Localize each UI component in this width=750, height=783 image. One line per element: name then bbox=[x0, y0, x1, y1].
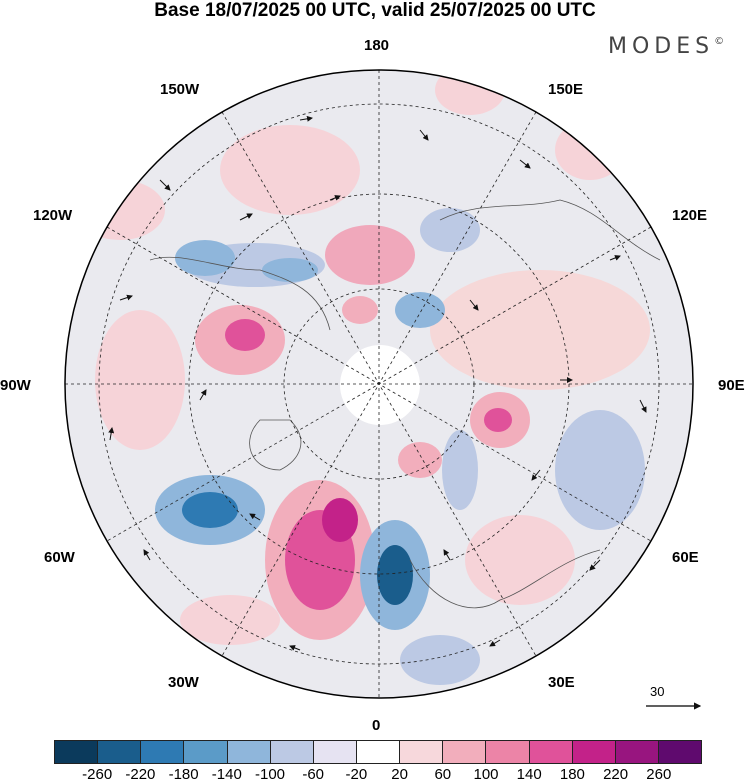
lon-label-0: 0 bbox=[372, 717, 381, 734]
lon-label-30w: 30W bbox=[168, 674, 199, 691]
colorbar-swatch bbox=[529, 740, 573, 764]
colorbar-swatch bbox=[227, 740, 271, 764]
lon-label-30e: 30E bbox=[548, 674, 575, 691]
lon-label-120w: 120W bbox=[33, 207, 73, 224]
colorbar-tick-label: -220 bbox=[125, 766, 156, 783]
colorbar-swatch bbox=[400, 740, 444, 764]
lon-label-60w: 60W bbox=[44, 549, 75, 566]
colorbar-swatch bbox=[356, 740, 401, 764]
brand-text: MODES bbox=[608, 34, 715, 59]
lon-label-120e: 120E bbox=[672, 207, 708, 224]
colorbar-swatch bbox=[98, 740, 142, 764]
lon-label-90e: 90E bbox=[718, 377, 745, 394]
colorbar-swatch bbox=[486, 740, 530, 764]
colorbar-tick-label: -60 bbox=[302, 766, 325, 783]
colorbar-tick-label: -100 bbox=[254, 766, 286, 783]
wind-vectors bbox=[108, 115, 647, 651]
colorbar-swatch bbox=[658, 740, 703, 764]
colorbar-swatch bbox=[313, 740, 357, 764]
colorbar-tick-label: -260 bbox=[82, 766, 113, 783]
map-title: Base 18/07/2025 00 UTC, valid 25/07/2025… bbox=[154, 0, 596, 21]
colorbar bbox=[54, 740, 703, 764]
colorbar-tick-label: -180 bbox=[168, 766, 199, 783]
colorbar-tick-label: 220 bbox=[603, 766, 629, 783]
copyright-mark: © bbox=[714, 36, 725, 47]
colorbar-tick-label: 100 bbox=[473, 766, 499, 783]
lon-label-90w: 90W bbox=[0, 377, 31, 394]
colorbar-tick-label: 140 bbox=[516, 766, 542, 783]
colorbar-swatch bbox=[54, 740, 99, 764]
colorbar-tick-label: 60 bbox=[434, 766, 452, 783]
colorbar-swatch bbox=[270, 740, 314, 764]
colorbar-tick-label: -140 bbox=[211, 766, 242, 783]
colorbar-tick-label: 20 bbox=[391, 766, 408, 783]
colorbar-tick-label: 260 bbox=[646, 766, 672, 783]
modes-logo: MODES© bbox=[608, 34, 724, 59]
anomaly-field bbox=[65, 70, 693, 698]
lon-label-60e: 60E bbox=[672, 549, 699, 566]
colorbar-swatch bbox=[184, 740, 228, 764]
colorbar-swatch bbox=[141, 740, 185, 764]
lon-label-150e: 150E bbox=[548, 81, 584, 98]
colorbar-tick-label: 180 bbox=[559, 766, 585, 783]
colorbar-swatch bbox=[615, 740, 659, 764]
colorbar-swatch bbox=[443, 740, 487, 764]
colorbar-swatch bbox=[572, 740, 616, 764]
vector-scale-label: 30 bbox=[650, 684, 665, 699]
lon-label-150w: 150W bbox=[160, 81, 200, 98]
colorbar-tick-label: -20 bbox=[345, 766, 368, 783]
lon-label-180: 180 bbox=[364, 37, 390, 54]
colorbar-ticks: -260 -220 -180 -140 -100 -60 -20 20 60 100 140 180 2… bbox=[54, 766, 702, 783]
